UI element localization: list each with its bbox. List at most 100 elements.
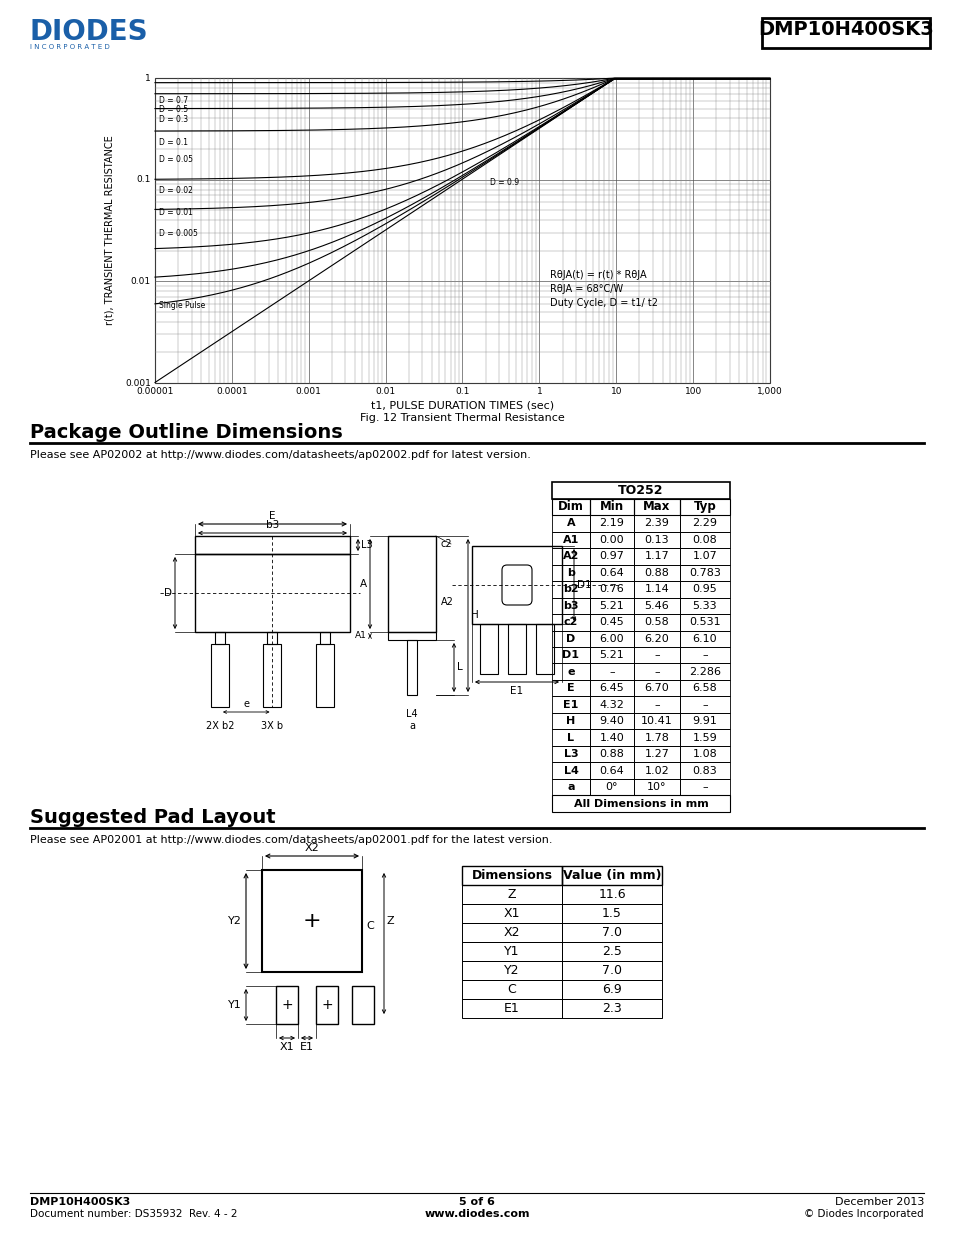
Text: L: L <box>567 732 574 742</box>
Bar <box>561 981 661 999</box>
Bar <box>679 746 729 762</box>
Text: I N C O R P O R A T E D: I N C O R P O R A T E D <box>30 44 110 49</box>
Text: D1: D1 <box>577 580 591 590</box>
Text: 9.40: 9.40 <box>598 716 624 726</box>
Text: L4: L4 <box>406 709 417 719</box>
Bar <box>536 624 554 674</box>
Bar <box>461 961 561 981</box>
Text: Y1: Y1 <box>228 1000 242 1010</box>
Text: Value (in mm): Value (in mm) <box>562 869 660 882</box>
Text: 3X b: 3X b <box>261 721 283 731</box>
Text: E1: E1 <box>299 1042 314 1052</box>
Bar <box>589 746 634 762</box>
Text: Typ: Typ <box>693 500 716 514</box>
Text: A1: A1 <box>562 535 578 545</box>
Text: E: E <box>269 511 275 521</box>
Bar <box>589 779 634 795</box>
Text: +: + <box>321 998 333 1011</box>
Text: Fig. 12 Transient Thermal Resistance: Fig. 12 Transient Thermal Resistance <box>359 412 564 424</box>
Text: 0.64: 0.64 <box>599 568 623 578</box>
Text: © Diodes Incorporated: © Diodes Incorporated <box>803 1209 923 1219</box>
Text: 1: 1 <box>145 74 151 83</box>
Bar <box>552 499 589 515</box>
Bar <box>352 986 374 1024</box>
Text: Suggested Pad Layout: Suggested Pad Layout <box>30 808 275 827</box>
Bar <box>589 531 634 548</box>
Text: –: – <box>701 782 707 792</box>
Bar <box>634 564 679 580</box>
Bar <box>315 986 337 1024</box>
Text: Package Outline Dimensions: Package Outline Dimensions <box>30 424 342 442</box>
Text: 6.45: 6.45 <box>599 683 623 693</box>
Text: E: E <box>567 683 575 693</box>
Bar <box>679 730 729 746</box>
Text: DMP10H400SK3: DMP10H400SK3 <box>758 20 933 40</box>
Bar <box>263 643 281 706</box>
Bar <box>589 680 634 697</box>
Text: D = 0.7: D = 0.7 <box>159 95 188 105</box>
Bar <box>589 631 634 647</box>
Text: 6.00: 6.00 <box>599 634 623 643</box>
Text: e: e <box>243 699 249 709</box>
Text: L3: L3 <box>563 750 578 760</box>
Bar <box>552 730 589 746</box>
Text: 1.02: 1.02 <box>644 766 669 776</box>
Text: D = 0.3: D = 0.3 <box>159 115 188 124</box>
Text: Y2: Y2 <box>504 965 519 977</box>
Text: D = 0.1: D = 0.1 <box>159 137 188 147</box>
Bar <box>679 598 729 614</box>
Text: D: D <box>566 634 575 643</box>
Bar <box>194 536 350 555</box>
Bar <box>319 632 330 643</box>
Text: r(t), TRANSIENT THERMAL RESISTANCE: r(t), TRANSIENT THERMAL RESISTANCE <box>105 136 115 325</box>
Bar <box>679 779 729 795</box>
Text: L: L <box>456 662 462 673</box>
Bar <box>461 981 561 999</box>
Bar <box>267 632 277 643</box>
Bar <box>262 869 361 972</box>
Bar <box>552 663 589 680</box>
Text: Z: Z <box>507 888 516 902</box>
Bar <box>552 614 589 631</box>
Text: Please see AP02001 at http://www.diodes.com/datasheets/ap02001.pdf for the lates: Please see AP02001 at http://www.diodes.… <box>30 835 552 845</box>
Bar <box>561 923 661 942</box>
Bar <box>679 499 729 515</box>
Text: D = 0.05: D = 0.05 <box>159 154 193 163</box>
Text: Y2: Y2 <box>228 916 242 926</box>
Bar <box>461 942 561 961</box>
Bar <box>214 632 225 643</box>
Text: t1, PULSE DURATION TIMES (sec): t1, PULSE DURATION TIMES (sec) <box>371 401 554 411</box>
Text: H: H <box>566 716 575 726</box>
Text: C: C <box>507 983 516 995</box>
Bar <box>589 499 634 515</box>
Bar <box>679 580 729 598</box>
Text: 1.17: 1.17 <box>644 551 669 561</box>
Bar <box>388 632 436 640</box>
Text: D = 0.02: D = 0.02 <box>159 185 193 194</box>
Bar <box>589 564 634 580</box>
Bar <box>634 697 679 713</box>
Text: A2: A2 <box>440 597 454 606</box>
Text: Single Pulse: Single Pulse <box>159 300 205 310</box>
Bar <box>552 713 589 730</box>
Text: RθJA = 68°C/W: RθJA = 68°C/W <box>550 284 622 294</box>
Bar <box>679 697 729 713</box>
Text: 5 of 6: 5 of 6 <box>458 1197 495 1207</box>
Text: b3: b3 <box>266 520 279 530</box>
Text: Dimensions: Dimensions <box>471 869 552 882</box>
Bar <box>589 598 634 614</box>
Bar <box>552 548 589 564</box>
Text: 0.001: 0.001 <box>125 378 151 388</box>
Text: TO252: TO252 <box>618 484 663 496</box>
Text: 0.88: 0.88 <box>598 750 624 760</box>
Text: 0.95: 0.95 <box>692 584 717 594</box>
Bar <box>679 515 729 531</box>
Text: 2.19: 2.19 <box>598 519 624 529</box>
Text: 6.20: 6.20 <box>644 634 669 643</box>
Bar <box>589 663 634 680</box>
Bar <box>634 614 679 631</box>
Text: 10: 10 <box>610 387 621 396</box>
Bar <box>634 531 679 548</box>
Bar <box>679 762 729 779</box>
Text: E1: E1 <box>562 700 578 710</box>
